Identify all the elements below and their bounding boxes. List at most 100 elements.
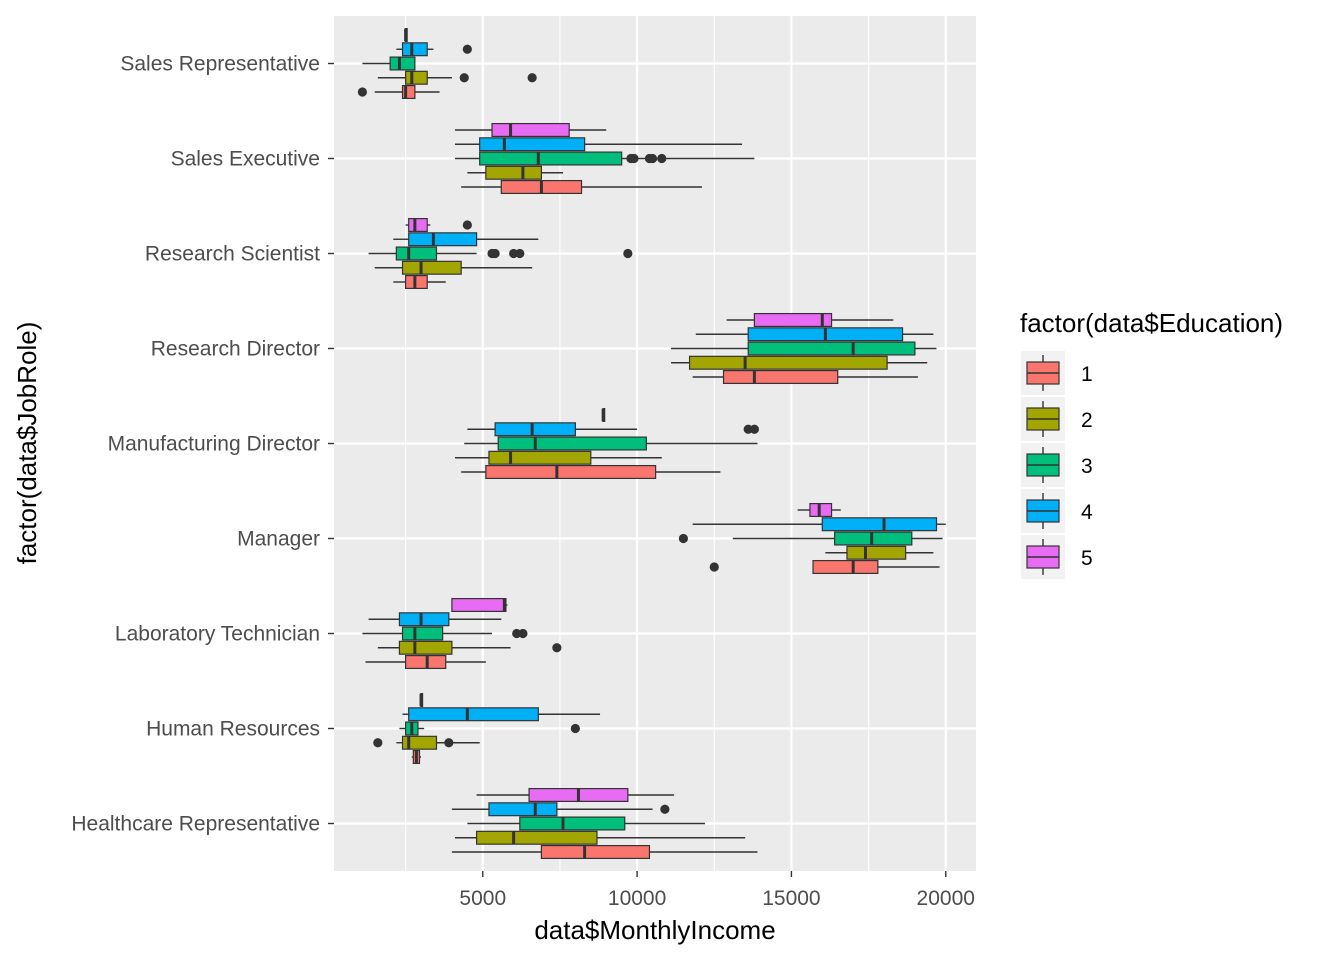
outlier-point (444, 738, 454, 748)
box-human-resources-edu-3 (399, 721, 580, 736)
x-axis-title: data$MonthlyIncome (534, 915, 775, 945)
box-iqr (494, 422, 576, 437)
outlier-point (709, 562, 719, 572)
outlier-point (570, 723, 580, 734)
box-iqr (747, 341, 916, 356)
box-iqr (753, 312, 833, 328)
outlier-point (749, 424, 759, 434)
y-tick-label: Research Director (151, 338, 320, 361)
x-tick-label: 5000 (459, 887, 506, 910)
box-iqr (401, 42, 428, 57)
box-healthcare-representative-edu-4 (451, 802, 670, 817)
box-laboratory-technician-edu-1 (365, 654, 486, 670)
legend-label: 3 (1081, 455, 1093, 478)
box-manufacturing-director-edu-5 (601, 407, 606, 423)
box-healthcare-representative-edu-3 (467, 816, 706, 831)
box-iqr (479, 151, 623, 166)
box-iqr (408, 217, 428, 233)
box-iqr (401, 260, 462, 275)
box-human-resources-edu-5 (419, 692, 424, 708)
legend-label: 1 (1081, 363, 1093, 386)
y-tick-label: Human Resources (146, 718, 320, 741)
box-sales-representative-edu-5 (404, 27, 408, 43)
box-iqr (405, 274, 428, 290)
box-iqr (834, 531, 913, 546)
y-tick-label: Sales Executive (171, 148, 320, 171)
outlier-point (357, 87, 367, 97)
legend-title: factor(data$Education) (1020, 308, 1283, 338)
box-sales-representative-edu-3 (362, 56, 416, 71)
legend-item-3: 3 (1021, 443, 1093, 487)
legend-label: 4 (1081, 501, 1093, 524)
y-tick-label: Laboratory Technician (115, 623, 320, 646)
box-iqr (485, 464, 657, 480)
outlier-point (462, 220, 472, 230)
box-iqr (688, 355, 888, 370)
box-laboratory-technician-edu-4 (368, 612, 502, 627)
legend-item-1: 1 (1021, 351, 1093, 395)
box-sales-executive-edu-1 (461, 179, 702, 195)
box-sales-executive-edu-2 (467, 165, 564, 180)
box-research-scientist-edu-3 (368, 246, 633, 261)
y-tick-label: Healthcare Representative (71, 813, 320, 836)
box-healthcare-representative-edu-1 (451, 844, 758, 860)
box-iqr (519, 816, 626, 831)
box-manager-edu-4 (692, 517, 946, 532)
y-axis-title: factor(data$JobRole) (12, 322, 42, 565)
box-manager-edu-3 (678, 531, 943, 546)
box-iqr (812, 559, 879, 575)
box-iqr (540, 844, 651, 860)
outlier-point (459, 73, 469, 83)
box-human-resources-edu-4 (402, 707, 601, 722)
y-tick-label: Manager (237, 528, 320, 551)
box-research-director-edu-1 (692, 369, 918, 385)
y-tick-label: Manufacturing Director (108, 433, 320, 456)
box-iqr (408, 707, 539, 722)
box-manufacturing-director-edu-1 (461, 464, 721, 480)
box-research-director-edu-2 (671, 355, 928, 370)
box-iqr (497, 436, 647, 451)
box-manufacturing-director-edu-2 (454, 450, 662, 465)
box-sales-representative-edu-2 (377, 70, 537, 85)
box-research-director-edu-3 (671, 341, 937, 356)
box-research-scientist-edu-2 (374, 260, 533, 275)
box-iqr (408, 232, 478, 247)
box-research-scientist-edu-4 (393, 232, 539, 247)
legend-item-2: 2 (1021, 397, 1093, 441)
legend-item-4: 4 (1021, 489, 1093, 533)
box-laboratory-technician-edu-5 (451, 597, 508, 613)
box-iqr (475, 830, 598, 845)
box-human-resources-edu-2 (373, 735, 480, 750)
outlier-point (552, 643, 562, 653)
outlier-point (373, 738, 383, 748)
box-sales-representative-edu-1 (357, 84, 440, 100)
box-iqr (395, 246, 438, 261)
box-research-scientist-edu-5 (405, 217, 472, 233)
box-sales-executive-edu-3 (454, 151, 755, 166)
box-iqr (405, 654, 447, 670)
box-iqr (846, 545, 907, 560)
box-iqr (485, 165, 543, 180)
box-manufacturing-director-edu-4 (467, 422, 759, 437)
x-tick-label: 10000 (608, 887, 666, 910)
box-manager-edu-1 (709, 559, 940, 575)
legend-label: 5 (1081, 547, 1093, 570)
box-iqr (389, 56, 416, 71)
x-tick-label: 15000 (762, 887, 820, 910)
box-manager-edu-2 (825, 545, 934, 560)
outlier-point (490, 248, 500, 259)
legend-item-5: 5 (1021, 535, 1093, 579)
box-iqr (479, 137, 586, 152)
box-research-director-edu-5 (726, 312, 894, 328)
box-healthcare-representative-edu-2 (454, 830, 746, 845)
box-iqr (488, 450, 592, 465)
x-axis: 5000 10000 15000 20000 (459, 871, 975, 910)
outlier-point (657, 153, 667, 164)
legend-label: 2 (1081, 409, 1093, 432)
box-laboratory-technician-edu-2 (377, 640, 562, 655)
box-manager-edu-5 (797, 502, 841, 518)
boxes (357, 27, 946, 860)
box-human-resources-edu-1 (411, 749, 422, 765)
box-iqr (398, 640, 453, 655)
box-sales-executive-edu-4 (454, 137, 743, 152)
